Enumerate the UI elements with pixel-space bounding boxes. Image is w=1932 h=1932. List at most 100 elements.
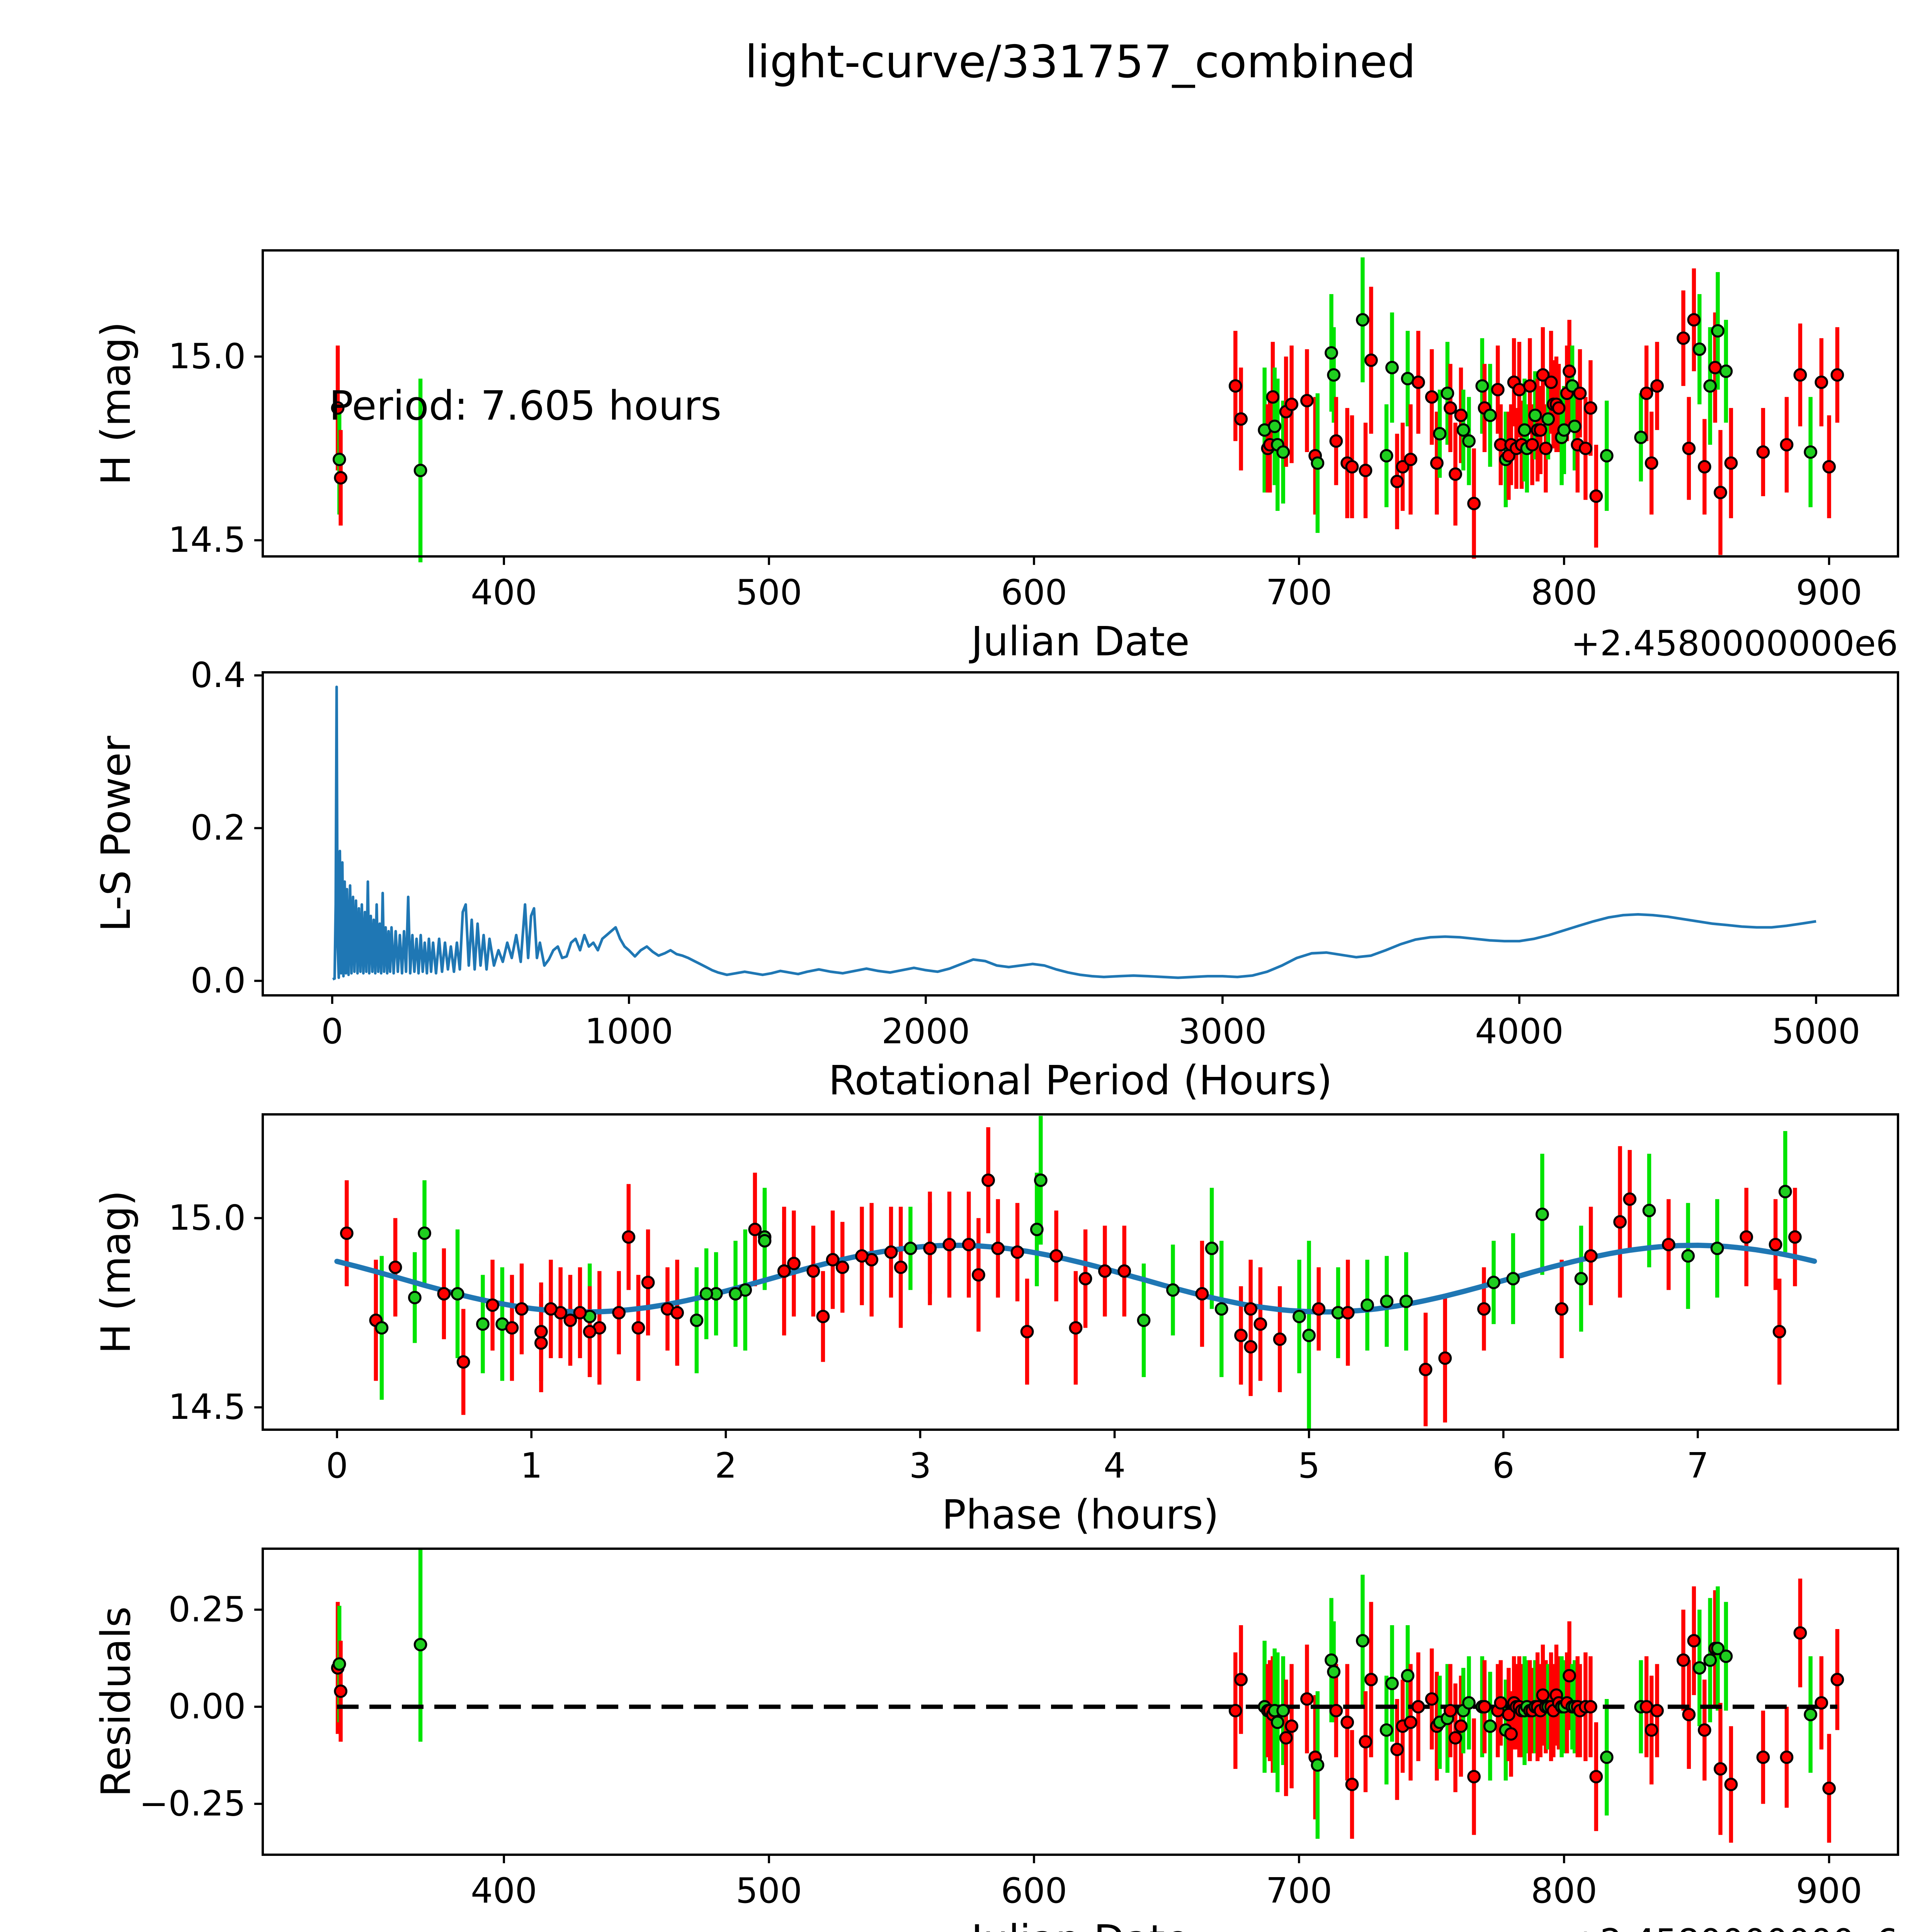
- data-point: [1010, 1245, 1024, 1259]
- data-point: [1555, 1302, 1569, 1316]
- data-point: [1078, 1272, 1092, 1286]
- data-point: [1385, 1677, 1399, 1690]
- data-point: [332, 452, 346, 466]
- data-point: [729, 1287, 742, 1301]
- data-point: [1425, 390, 1439, 404]
- data-point: [1069, 1321, 1083, 1335]
- data-point: [1293, 1310, 1306, 1323]
- data-point: [1534, 423, 1548, 437]
- data-point: [1356, 313, 1369, 327]
- data-point: [1364, 1673, 1378, 1687]
- data-point: [1325, 1653, 1338, 1667]
- data-point: [1583, 1700, 1597, 1714]
- data-point: [1793, 1626, 1807, 1640]
- y-tick-label: −0.25: [139, 1783, 246, 1824]
- data-point: [1399, 1294, 1413, 1308]
- data-point: [1396, 460, 1410, 474]
- axes-frame: [262, 671, 1899, 997]
- data-point: [334, 471, 348, 485]
- data-point: [1454, 408, 1468, 422]
- data-point: [1475, 379, 1489, 393]
- data-point: [612, 1306, 626, 1320]
- data-point: [1359, 464, 1372, 477]
- data-point: [1234, 412, 1248, 426]
- data-point: [1345, 460, 1359, 474]
- data-point: [991, 1242, 1005, 1255]
- data-point: [1228, 379, 1242, 393]
- data-point: [1390, 474, 1404, 488]
- data-point: [1804, 1708, 1818, 1721]
- data-point: [1772, 1325, 1786, 1338]
- data-point: [1642, 1204, 1656, 1218]
- data-point: [1356, 1634, 1369, 1648]
- data-point: [331, 401, 345, 415]
- data-point: [1195, 1287, 1209, 1301]
- data-point: [1613, 1215, 1627, 1229]
- data-point: [1710, 1242, 1724, 1255]
- data-point: [1425, 1692, 1439, 1706]
- periodogram-line: [332, 685, 1816, 981]
- data-point: [573, 1306, 587, 1320]
- data-point: [1724, 1777, 1738, 1791]
- data-point: [1404, 452, 1418, 466]
- data-point: [1311, 456, 1325, 470]
- y-tick-label: 0.00: [168, 1686, 246, 1727]
- data-point: [1697, 1723, 1711, 1737]
- data-point: [1708, 361, 1722, 374]
- data-point: [1401, 1669, 1415, 1683]
- x-axis-label: Julian Date: [969, 618, 1190, 665]
- x-tick-label: 600: [1001, 572, 1067, 613]
- data-point: [1467, 1770, 1481, 1784]
- data-point: [1504, 1727, 1518, 1741]
- data-point: [1049, 1249, 1063, 1263]
- x-tick-label: 1000: [585, 1011, 673, 1052]
- data-point: [1502, 1708, 1515, 1721]
- x-tick-label: 4000: [1475, 1011, 1563, 1052]
- data-point: [1270, 1715, 1284, 1729]
- data-point: [1454, 1719, 1468, 1733]
- data-point: [1404, 1715, 1418, 1729]
- data-point: [1385, 361, 1399, 374]
- data-point: [1526, 438, 1539, 452]
- data-point: [1563, 364, 1576, 378]
- x-tick-label: 1: [520, 1446, 543, 1486]
- data-point: [1444, 1704, 1457, 1718]
- data-point: [1639, 386, 1653, 400]
- data-point: [1300, 1692, 1314, 1706]
- data-point: [1205, 1242, 1219, 1255]
- x-tick-label: 500: [736, 1871, 802, 1911]
- data-point: [981, 1173, 995, 1187]
- data-point: [563, 1313, 577, 1327]
- x-tick-label: 500: [736, 572, 802, 613]
- panel-periodogram: 0 1000 2000 3000 4000 5000 0.0 0.2 0.4 Rotational…: [92, 655, 1899, 1104]
- x-tick-label: 5: [1298, 1446, 1320, 1486]
- x-tick-label: 2000: [881, 1011, 970, 1052]
- data-point: [1340, 1715, 1354, 1729]
- x-tick-label: 600: [1001, 1871, 1067, 1911]
- data-point: [1778, 1185, 1792, 1199]
- data-point: [1677, 1653, 1690, 1667]
- data-point: [1703, 1653, 1717, 1667]
- data-point: [1650, 1704, 1664, 1718]
- data-point: [408, 1291, 422, 1304]
- y-axis-label: Residuals: [92, 1606, 139, 1797]
- y-tick-label: 0.25: [168, 1589, 246, 1630]
- x-tick-label: 900: [1796, 1871, 1862, 1911]
- data-point: [855, 1249, 869, 1263]
- data-point: [1491, 383, 1505, 396]
- data-point: [1682, 1708, 1696, 1721]
- data-point: [1137, 1313, 1151, 1327]
- x-tick-label: 7: [1687, 1446, 1709, 1486]
- data-point: [1359, 1735, 1372, 1748]
- axes-frame: [262, 1548, 1899, 1856]
- data-point: [451, 1287, 464, 1301]
- data-point: [1573, 386, 1587, 400]
- data-point: [1544, 375, 1558, 389]
- data-point: [1462, 434, 1476, 448]
- data-point: [1487, 1276, 1500, 1289]
- data-point: [1681, 1249, 1695, 1263]
- x-tick-label: 0: [326, 1446, 348, 1486]
- data-point: [884, 1245, 898, 1259]
- data-point: [758, 1234, 772, 1248]
- data-point: [1279, 1731, 1293, 1745]
